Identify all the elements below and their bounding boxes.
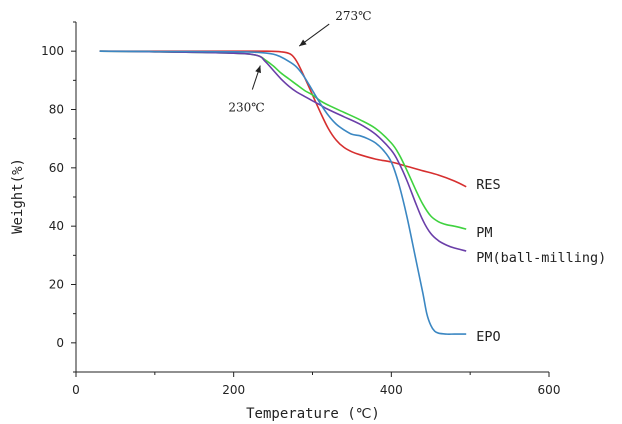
x-axis-title: Temperature (℃) bbox=[246, 406, 380, 422]
series-label-epo: EPO bbox=[476, 329, 500, 345]
axes: 0 200 400 600 0 20 40 60 80 100 bbox=[41, 21, 561, 397]
y-tick-label: 20 bbox=[49, 278, 64, 292]
series-label-pm: PM bbox=[476, 225, 492, 241]
series-line-pm-ball-milling bbox=[99, 50, 467, 252]
y-tick-label: 80 bbox=[49, 103, 64, 117]
series-line-epo bbox=[99, 50, 467, 335]
y-tick-label: 60 bbox=[49, 161, 64, 175]
y-tick-label: 40 bbox=[49, 219, 64, 233]
series-line-pm bbox=[99, 50, 467, 230]
y-tick-label: 100 bbox=[41, 44, 64, 58]
series-label-res: RES bbox=[476, 177, 500, 193]
series-line-res bbox=[99, 50, 467, 188]
x-tick-label: 400 bbox=[380, 383, 403, 397]
y-axis-title: Weight(%) bbox=[10, 158, 26, 234]
annotation-230: 230℃ bbox=[228, 101, 264, 115]
y-tick-label: 0 bbox=[56, 336, 64, 350]
x-tick-label: 200 bbox=[222, 383, 245, 397]
annotation-arrow-273-head bbox=[299, 39, 307, 47]
annotation-273: 273℃ bbox=[335, 9, 371, 23]
series-layer: RES PM PM(ball-milling) EPO bbox=[99, 50, 606, 345]
annotations: 273℃ 230℃ bbox=[228, 9, 371, 114]
x-tick-label: 0 bbox=[72, 383, 80, 397]
annotation-arrow-230-head bbox=[255, 65, 261, 74]
series-label-pm-ball-milling: PM(ball-milling) bbox=[476, 250, 606, 266]
x-tick-label: 600 bbox=[538, 383, 561, 397]
